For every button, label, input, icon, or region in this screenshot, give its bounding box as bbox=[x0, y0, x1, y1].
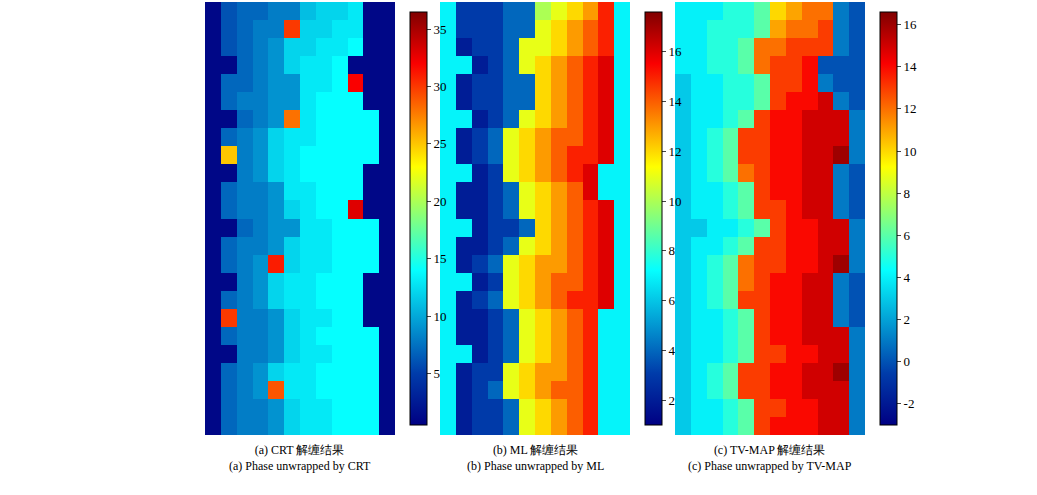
svg-text:6: 6 bbox=[669, 293, 676, 308]
svg-text:10: 10 bbox=[434, 309, 447, 324]
svg-text:10: 10 bbox=[669, 194, 682, 209]
svg-text:6: 6 bbox=[904, 228, 911, 243]
svg-text:(a) CRT 解缠结果(a) Phase unwrappe: (a) CRT 解缠结果(a) Phase unwrapped by CRT bbox=[229, 443, 371, 473]
svg-text:8: 8 bbox=[669, 243, 676, 258]
svg-text:12: 12 bbox=[669, 144, 682, 159]
svg-text:25: 25 bbox=[434, 136, 447, 151]
svg-text:15: 15 bbox=[434, 251, 447, 266]
svg-text:2: 2 bbox=[669, 393, 676, 408]
svg-text:12: 12 bbox=[904, 101, 917, 116]
svg-text:2: 2 bbox=[904, 312, 911, 327]
svg-text:14: 14 bbox=[904, 59, 918, 74]
svg-text:35: 35 bbox=[434, 22, 447, 37]
svg-text:16: 16 bbox=[904, 17, 918, 32]
svg-text:16: 16 bbox=[669, 44, 683, 59]
svg-text:(c) TV-MAP 解缠结果(c) Phase unwra: (c) TV-MAP 解缠结果(c) Phase unwrapped by TV… bbox=[688, 443, 852, 473]
svg-text:4: 4 bbox=[904, 270, 911, 285]
svg-text:4: 4 bbox=[669, 343, 676, 358]
svg-text:10: 10 bbox=[904, 144, 917, 159]
svg-text:14: 14 bbox=[669, 94, 683, 109]
svg-text:8: 8 bbox=[904, 186, 911, 201]
svg-text:0: 0 bbox=[904, 354, 911, 369]
svg-text:30: 30 bbox=[434, 79, 447, 94]
svg-text:20: 20 bbox=[434, 194, 447, 209]
svg-text:-2: -2 bbox=[904, 396, 915, 411]
svg-text:5: 5 bbox=[434, 366, 441, 381]
svg-text:(b) ML 解缠结果(b) Phase unwrapped: (b) ML 解缠结果(b) Phase unwrapped by ML bbox=[467, 443, 604, 473]
